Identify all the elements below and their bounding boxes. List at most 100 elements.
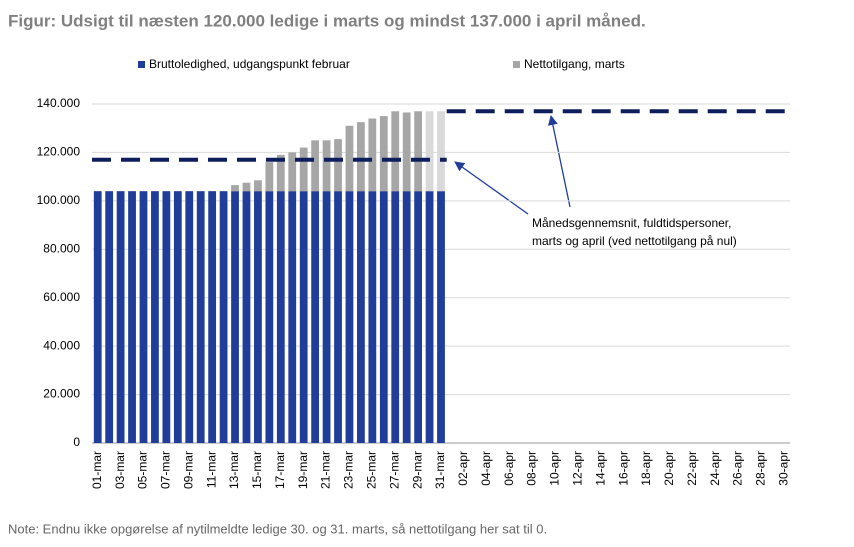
x-tick-label: 27-mar xyxy=(387,451,401,489)
x-tick-label: 12-apr xyxy=(570,451,584,486)
bar xyxy=(288,152,297,192)
bar xyxy=(105,191,114,443)
y-tick-label: 60.000 xyxy=(43,290,80,304)
bar xyxy=(357,122,365,192)
bar xyxy=(311,191,320,443)
x-tick-label: 29-mar xyxy=(410,451,424,489)
bar xyxy=(116,191,125,443)
bar xyxy=(437,191,445,443)
bar xyxy=(311,140,320,192)
bar xyxy=(242,182,251,192)
legend-swatch xyxy=(138,61,145,68)
bar xyxy=(334,139,342,192)
x-tick-label: 16-apr xyxy=(616,451,630,486)
bar xyxy=(254,191,262,443)
bar xyxy=(254,180,262,192)
x-tick-label: 03-mar xyxy=(113,451,127,489)
bar xyxy=(185,191,194,443)
x-tick-label: 30-apr xyxy=(776,451,790,486)
y-tick-label: 80.000 xyxy=(43,241,80,255)
bar xyxy=(322,140,331,192)
y-tick-label: 20.000 xyxy=(43,387,80,401)
bar xyxy=(391,191,400,443)
bar xyxy=(414,191,423,443)
x-tick-label: 26-apr xyxy=(731,451,745,486)
x-tick-label: 25-mar xyxy=(365,451,379,489)
bar xyxy=(231,185,239,192)
x-tick-label: 31-mar xyxy=(433,451,447,489)
annotation-arrow xyxy=(454,161,529,215)
annotation: marts og april (ved nettotilgang på nul) xyxy=(532,234,737,248)
x-tick-label: 09-mar xyxy=(181,451,195,489)
bar xyxy=(345,191,354,443)
bar xyxy=(276,191,285,443)
bar xyxy=(299,147,308,192)
y-tick-label: 0 xyxy=(73,435,80,449)
chart-title: Figur: Udsigt til næsten 120.000 ledige … xyxy=(8,11,646,30)
bar xyxy=(345,125,354,192)
x-tick-label: 11-mar xyxy=(204,451,218,488)
bar xyxy=(276,154,285,192)
bar xyxy=(414,111,423,192)
bar xyxy=(368,118,377,192)
bar xyxy=(402,112,411,192)
y-tick-label: 100.000 xyxy=(37,193,81,207)
bar xyxy=(299,191,308,443)
bar xyxy=(379,191,388,443)
x-tick-label: 08-apr xyxy=(525,451,539,486)
bar xyxy=(379,116,388,192)
y-tick-label: 40.000 xyxy=(43,338,80,352)
x-tick-label: 13-mar xyxy=(227,451,241,489)
bar xyxy=(265,191,274,443)
legend-label: Nettotilgang, marts xyxy=(524,57,625,71)
bar xyxy=(334,191,342,443)
y-tick-label: 140.000 xyxy=(37,96,81,110)
x-tick-label: 07-mar xyxy=(159,451,173,489)
bar xyxy=(231,191,239,443)
bar xyxy=(139,191,148,443)
bar xyxy=(425,191,434,443)
bar xyxy=(437,111,445,192)
bar xyxy=(151,191,159,443)
x-tick-label: 22-apr xyxy=(685,451,699,486)
bar xyxy=(368,191,377,443)
bar xyxy=(265,162,274,192)
x-tick-label: 06-apr xyxy=(502,451,516,486)
bar xyxy=(391,111,400,192)
x-tick-label: 19-mar xyxy=(296,451,310,489)
bar xyxy=(242,191,251,443)
x-tick-label: 10-apr xyxy=(548,451,562,486)
legend-swatch xyxy=(513,61,520,68)
y-tick-label: 120.000 xyxy=(37,145,81,159)
x-tick-label: 18-apr xyxy=(639,451,653,486)
annotation: Månedsgennemsnit, fuldtidspersoner, xyxy=(532,216,731,230)
bar xyxy=(288,191,297,443)
x-tick-label: 28-apr xyxy=(754,451,768,486)
bar xyxy=(173,191,182,443)
bar xyxy=(322,191,331,443)
annotation-arrow xyxy=(547,115,571,208)
bar xyxy=(162,191,171,443)
x-tick-label: 23-mar xyxy=(342,451,356,489)
x-tick-label: 02-apr xyxy=(456,451,470,486)
x-tick-label: 14-apr xyxy=(593,451,607,486)
bar xyxy=(402,191,411,443)
x-tick-label: 20-apr xyxy=(662,451,676,486)
bar xyxy=(219,191,228,443)
bar xyxy=(93,191,102,443)
x-tick-label: 01-mar xyxy=(90,451,104,489)
bar xyxy=(357,191,365,443)
bar xyxy=(425,111,434,192)
x-tick-label: 15-mar xyxy=(250,451,264,489)
bar xyxy=(196,191,205,443)
legend-label: Bruttoledighed, udgangspunkt februar xyxy=(149,57,350,71)
x-tick-label: 21-mar xyxy=(319,451,333,489)
x-tick-label: 17-mar xyxy=(273,451,287,489)
chart-note: Note: Endnu ikke opgørelse af nytilmeldt… xyxy=(8,521,547,536)
x-tick-label: 24-apr xyxy=(708,451,722,486)
bar xyxy=(128,191,136,443)
x-tick-label: 04-apr xyxy=(479,451,493,486)
x-tick-label: 05-mar xyxy=(136,451,150,489)
bar xyxy=(208,191,217,443)
